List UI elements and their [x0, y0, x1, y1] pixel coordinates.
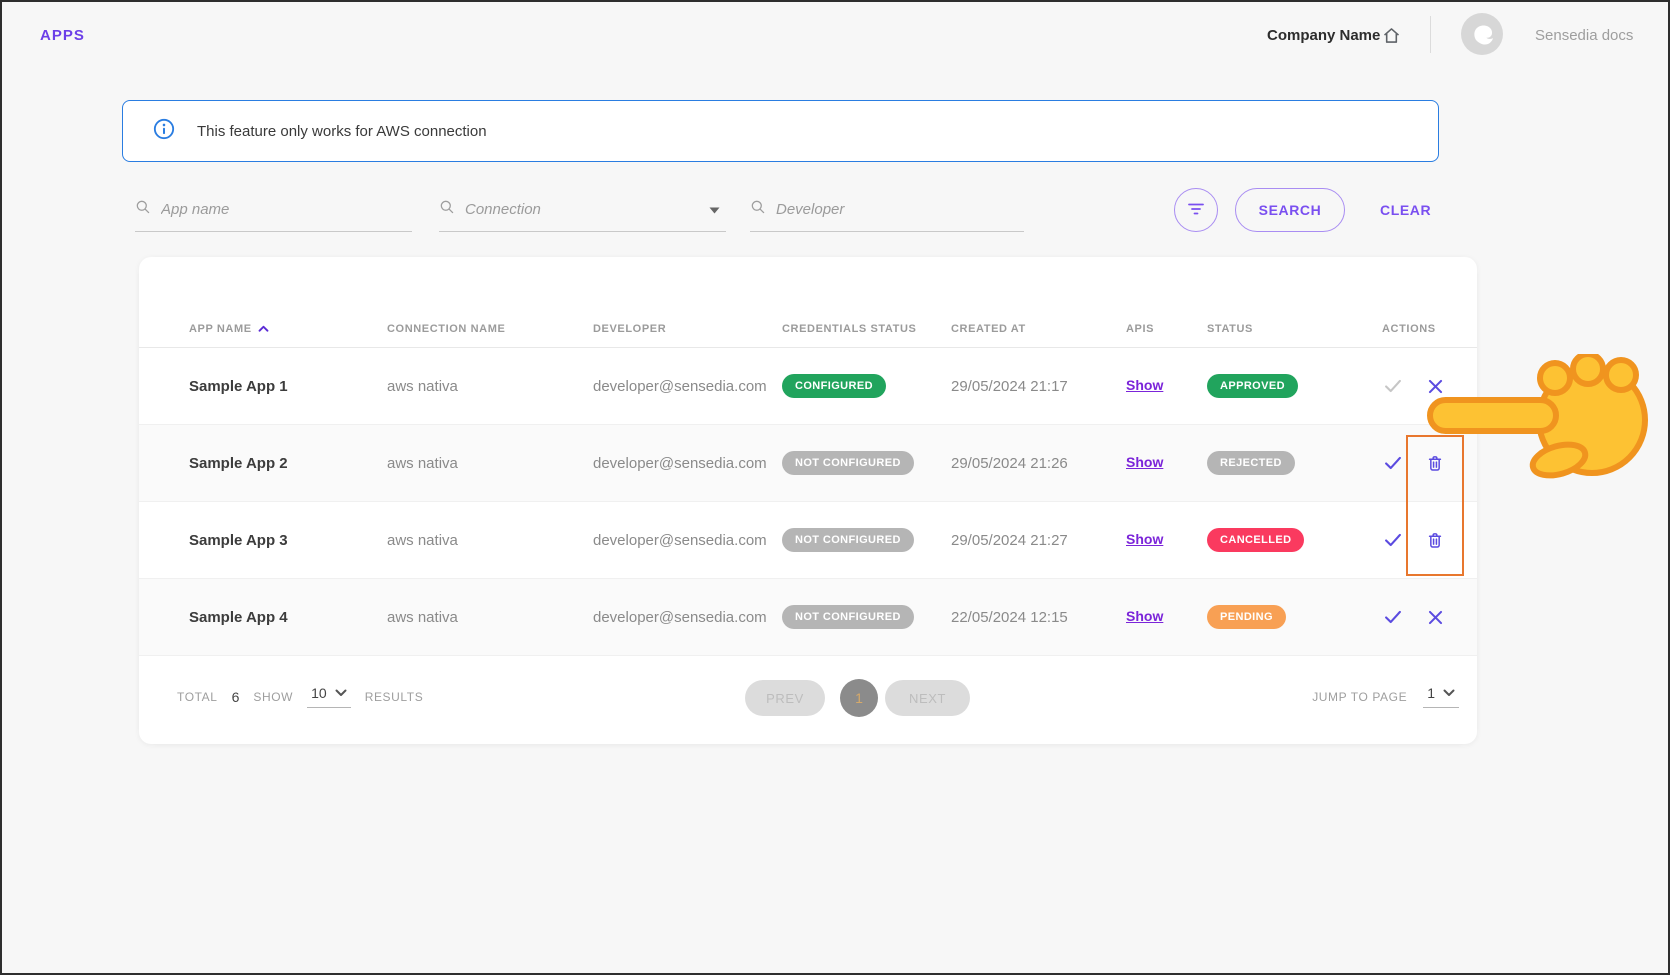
- credentials-status-badge: NOT CONFIGURED: [782, 605, 914, 629]
- column-header-actions: ACTIONS: [1382, 323, 1436, 335]
- developer-input[interactable]: [776, 201, 1024, 218]
- chevron-down-icon: [1443, 689, 1455, 696]
- results-per-page-control: TOTAL 6 SHOW 10 RESULTS: [177, 685, 423, 708]
- developer-cell: developer@sensedia.com: [593, 531, 767, 549]
- current-page-button[interactable]: 1: [840, 679, 878, 717]
- column-header-connection-name[interactable]: CONNECTION NAME: [387, 323, 506, 335]
- approve-check-icon[interactable]: [1382, 529, 1404, 551]
- dropdown-caret-icon[interactable]: [709, 201, 720, 219]
- developer-filter[interactable]: [750, 188, 1024, 232]
- approve-check-icon[interactable]: [1382, 606, 1404, 628]
- sort-asc-icon: [258, 323, 269, 335]
- status-badge: REJECTED: [1207, 451, 1295, 475]
- connection-input[interactable]: [465, 201, 699, 218]
- advanced-filter-button[interactable]: [1174, 188, 1218, 232]
- approve-check-icon: [1382, 375, 1404, 397]
- app-name-cell: Sample App 3: [189, 531, 288, 549]
- app-name-filter[interactable]: [135, 188, 412, 232]
- delete-trash-icon[interactable]: [1424, 529, 1446, 551]
- jump-to-page-select[interactable]: 1: [1423, 685, 1459, 708]
- apps-table-card: APP NAME CONNECTION NAME DEVELOPER CREDE…: [139, 257, 1477, 744]
- column-header-developer[interactable]: DEVELOPER: [593, 323, 667, 335]
- app-name-cell: Sample App 4: [189, 608, 288, 626]
- jump-to-page-control: JUMP TO PAGE 1: [1312, 685, 1459, 708]
- total-label: TOTAL: [177, 689, 218, 704]
- column-header-apis[interactable]: APIS: [1126, 323, 1155, 335]
- company-name[interactable]: Company Name: [1267, 27, 1381, 44]
- column-header-app-name[interactable]: APP NAME: [189, 323, 387, 335]
- developer-cell: developer@sensedia.com: [593, 608, 767, 626]
- connection-cell: aws nativa: [387, 454, 458, 472]
- page-size-select[interactable]: 10: [307, 685, 351, 708]
- column-header-credentials-status[interactable]: CREDENTIALS STATUS: [782, 323, 917, 335]
- app-name-cell: Sample App 1: [189, 377, 288, 395]
- approve-check-icon[interactable]: [1382, 452, 1404, 474]
- app-name-cell: Sample App 2: [189, 454, 288, 472]
- table-row: Sample App 4 aws nativa developer@sensed…: [139, 579, 1477, 656]
- reject-close-icon[interactable]: [1424, 375, 1446, 397]
- avatar[interactable]: [1461, 13, 1503, 55]
- connection-cell: aws nativa: [387, 377, 458, 395]
- credentials-status-badge: NOT CONFIGURED: [782, 528, 914, 552]
- column-header-status[interactable]: STATUS: [1207, 323, 1253, 335]
- annotation-highlight-box: [1406, 435, 1464, 576]
- apis-show-link[interactable]: Show: [1126, 377, 1164, 393]
- home-icon[interactable]: [1381, 25, 1402, 51]
- developer-cell: developer@sensedia.com: [593, 454, 767, 472]
- top-bar: APPS Company Name Sensedia docs: [2, 2, 1668, 66]
- page-title: APPS: [40, 27, 85, 44]
- table-row: Sample App 2 aws nativa developer@sensed…: [139, 425, 1477, 502]
- filter-icon: [1187, 202, 1205, 219]
- developer-cell: developer@sensedia.com: [593, 377, 767, 395]
- clear-button[interactable]: CLEAR: [1380, 188, 1431, 232]
- sensedia-logo-icon: [1461, 13, 1503, 55]
- chevron-down-icon: [335, 689, 347, 696]
- created-at-cell: 29/05/2024 21:26: [951, 454, 1068, 472]
- status-badge: APPROVED: [1207, 374, 1298, 398]
- created-at-cell: 29/05/2024 21:17: [951, 377, 1068, 395]
- jump-to-page-label: JUMP TO PAGE: [1312, 689, 1408, 704]
- credentials-status-badge: NOT CONFIGURED: [782, 451, 914, 475]
- column-header-created-at[interactable]: CREATED AT: [951, 323, 1026, 335]
- created-at-cell: 29/05/2024 21:27: [951, 531, 1068, 549]
- connection-cell: aws nativa: [387, 608, 458, 626]
- table-header-row: APP NAME CONNECTION NAME DEVELOPER CREDE…: [139, 257, 1477, 348]
- table-row: Sample App 3 aws nativa developer@sensed…: [139, 502, 1477, 579]
- credentials-status-badge: CONFIGURED: [782, 374, 886, 398]
- total-value: 6: [231, 688, 240, 705]
- table-footer: TOTAL 6 SHOW 10 RESULTS PREV 1 NEXT JUMP…: [139, 656, 1477, 744]
- prev-page-button[interactable]: PREV: [745, 680, 825, 716]
- search-button[interactable]: SEARCH: [1235, 188, 1345, 232]
- connection-filter[interactable]: [439, 188, 726, 232]
- apis-show-link[interactable]: Show: [1126, 608, 1164, 624]
- apis-show-link[interactable]: Show: [1126, 531, 1164, 547]
- apis-show-link[interactable]: Show: [1126, 454, 1164, 470]
- connection-cell: aws nativa: [387, 531, 458, 549]
- table-row: Sample App 1 aws nativa developer@sensed…: [139, 348, 1477, 425]
- status-badge: CANCELLED: [1207, 528, 1305, 552]
- filter-bar: SEARCH CLEAR: [2, 188, 1668, 232]
- info-icon: [153, 118, 175, 145]
- sensedia-docs-link[interactable]: Sensedia docs: [1535, 27, 1634, 44]
- results-label: RESULTS: [364, 689, 424, 704]
- show-label: SHOW: [253, 689, 294, 704]
- created-at-cell: 22/05/2024 12:15: [951, 608, 1068, 626]
- next-page-button[interactable]: NEXT: [885, 680, 970, 716]
- delete-trash-icon[interactable]: [1424, 452, 1446, 474]
- topbar-divider: [1430, 16, 1431, 53]
- reject-close-icon[interactable]: [1424, 606, 1446, 628]
- search-icon: [135, 199, 151, 220]
- search-icon: [439, 199, 455, 220]
- search-icon: [750, 199, 766, 220]
- status-badge: PENDING: [1207, 605, 1286, 629]
- info-banner: This feature only works for AWS connecti…: [122, 100, 1439, 162]
- app-name-input[interactable]: [161, 201, 412, 218]
- banner-text: This feature only works for AWS connecti…: [197, 122, 487, 140]
